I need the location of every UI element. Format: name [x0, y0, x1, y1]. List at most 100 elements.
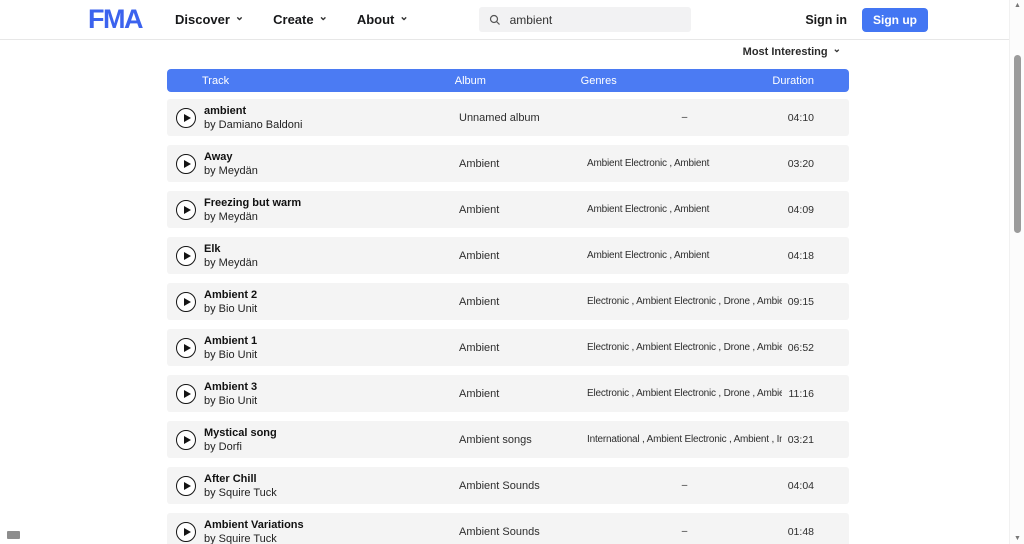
album-cell: Ambient: [459, 295, 500, 308]
track-meta: Freezing but warm by Meydän: [204, 197, 301, 223]
track-title[interactable]: Ambient 3: [204, 380, 258, 393]
track-meta: Ambient 2 by Bio Unit: [204, 289, 257, 315]
track-cell: After Chill by Squire Tuck: [167, 473, 459, 499]
table-row[interactable]: Elk by Meydän Ambient Ambient Electronic…: [167, 237, 849, 274]
genres-cell: International , Ambient Electronic , Amb…: [587, 434, 782, 445]
track-cell: Mystical song by Dorfi: [167, 427, 459, 453]
play-button[interactable]: [176, 245, 196, 266]
track-cell: Ambient 1 by Bio Unit: [167, 335, 459, 361]
track-cell: Freezing but warm by Meydän: [167, 197, 459, 223]
table-row[interactable]: Ambient 2 by Bio Unit Ambient Electronic…: [167, 283, 849, 320]
play-button[interactable]: [176, 429, 196, 450]
track-title[interactable]: Ambient 1: [204, 334, 258, 347]
table-row[interactable]: Ambient 1 by Bio Unit Ambient Electronic…: [167, 329, 849, 366]
search-input[interactable]: [509, 12, 670, 27]
track-title[interactable]: Elk: [204, 242, 221, 255]
sort-dropdown[interactable]: Most Interesting ⌄: [742, 44, 841, 59]
track-meta: Mystical song by Dorfi: [204, 427, 277, 453]
track-meta: Elk by Meydän: [204, 243, 258, 269]
track-artist[interactable]: by Squire Tuck: [204, 532, 277, 544]
chevron-down-icon: ⌄: [399, 11, 409, 23]
track-artist[interactable]: by Squire Tuck: [204, 486, 277, 499]
track-title[interactable]: Ambient 2: [204, 288, 258, 301]
duration-cell: 06:52: [787, 341, 814, 354]
track-artist[interactable]: by Bio Unit: [204, 348, 258, 361]
genres-cell: Electronic , Ambient Electronic , Drone …: [587, 296, 782, 307]
sign-in-link[interactable]: Sign in: [805, 12, 847, 27]
vertical-scrollbar[interactable]: ▲ ▼: [1009, 0, 1024, 544]
nav-about[interactable]: About ⌄: [357, 11, 409, 28]
genres-cell: Ambient Electronic , Ambient: [587, 158, 710, 169]
album-cell: Unnamed album: [459, 111, 540, 124]
table-body: ambient by Damiano Baldoni Unnamed album…: [167, 99, 849, 544]
play-button[interactable]: [176, 383, 196, 404]
track-title[interactable]: Away: [204, 150, 233, 163]
track-meta: After Chill by Squire Tuck: [204, 473, 277, 499]
track-cell: Ambient 2 by Bio Unit: [167, 289, 459, 315]
track-artist[interactable]: by Meydän: [204, 210, 258, 223]
track-title[interactable]: Freezing but warm: [204, 196, 302, 209]
play-icon: [183, 343, 191, 352]
duration-cell: 09:15: [787, 295, 814, 308]
track-artist[interactable]: by Meydän: [204, 164, 258, 177]
table-row[interactable]: Mystical song by Dorfi Ambient songs Int…: [167, 421, 849, 458]
play-button[interactable]: [176, 337, 196, 358]
genres-cell: –: [681, 112, 688, 123]
scrollbar-thumb[interactable]: [1014, 55, 1021, 233]
fma-logo[interactable]: FMA: [88, 4, 143, 34]
track-title[interactable]: Ambient Variations: [204, 518, 304, 531]
scroll-down-arrow-icon[interactable]: ▼: [1014, 535, 1021, 542]
track-title[interactable]: After Chill: [204, 472, 257, 485]
track-artist[interactable]: by Damiano Baldoni: [204, 118, 303, 131]
play-button[interactable]: [176, 199, 196, 220]
auth-controls: Sign in Sign up: [805, 7, 928, 32]
album-cell: Ambient: [459, 203, 500, 216]
play-icon: [183, 389, 191, 398]
track-artist[interactable]: by Dorfi: [204, 440, 242, 453]
duration-cell: 04:18: [787, 249, 814, 262]
table-row[interactable]: Ambient Variations by Squire Tuck Ambien…: [167, 513, 849, 544]
chevron-down-icon: ⌄: [234, 11, 245, 23]
genres-cell: Ambient Electronic , Ambient: [587, 204, 710, 215]
album-cell: Ambient: [459, 249, 500, 262]
play-icon: [183, 251, 191, 260]
table-row[interactable]: Ambient 3 by Bio Unit Ambient Electronic…: [167, 375, 849, 412]
play-button[interactable]: [176, 475, 196, 496]
track-artist[interactable]: by Meydän: [204, 256, 258, 269]
table-row[interactable]: Freezing but warm by Meydän Ambient Ambi…: [167, 191, 849, 228]
duration-cell: 04:10: [787, 111, 814, 124]
track-meta: Ambient 3 by Bio Unit: [204, 381, 257, 407]
table-row[interactable]: After Chill by Squire Tuck Ambient Sound…: [167, 467, 849, 504]
table-row[interactable]: ambient by Damiano Baldoni Unnamed album…: [167, 99, 849, 136]
tracks-table: Track Album Genres Duration ambient by D…: [167, 69, 849, 544]
column-header-album: Album: [454, 74, 486, 87]
play-button[interactable]: [176, 521, 196, 542]
track-artist[interactable]: by Bio Unit: [204, 394, 258, 407]
track-artist[interactable]: by Bio Unit: [204, 302, 258, 315]
genres-cell: Electronic , Ambient Electronic , Drone …: [587, 388, 782, 399]
status-indicator: [7, 531, 20, 539]
genres-cell: Ambient Electronic , Ambient: [587, 250, 710, 261]
sign-up-button[interactable]: Sign up: [862, 7, 928, 32]
album-cell: Ambient: [459, 341, 500, 354]
track-cell: Elk by Meydän: [167, 243, 459, 269]
search-bar[interactable]: [478, 7, 691, 32]
track-meta: Ambient Variations by Squire Tuck: [204, 519, 304, 544]
play-button[interactable]: [176, 153, 196, 174]
album-cell: Ambient: [459, 157, 500, 170]
chevron-down-icon: ⌄: [832, 44, 841, 55]
genres-cell: –: [681, 526, 688, 537]
track-title[interactable]: Mystical song: [204, 426, 277, 439]
play-button[interactable]: [176, 291, 196, 312]
table-row[interactable]: Away by Meydän Ambient Ambient Electroni…: [167, 145, 849, 182]
table-header-row: Track Album Genres Duration: [167, 69, 849, 92]
sort-dropdown-label: Most Interesting: [742, 46, 828, 58]
nav-create-label: Create: [273, 12, 314, 27]
album-cell: Ambient: [459, 387, 500, 400]
nav-create[interactable]: Create ⌄: [273, 12, 328, 28]
play-button[interactable]: [176, 107, 196, 128]
play-icon: [183, 435, 191, 444]
track-title[interactable]: ambient: [204, 104, 247, 117]
nav-discover[interactable]: Discover ⌄: [175, 11, 245, 28]
scroll-up-arrow-icon[interactable]: ▲: [1014, 2, 1021, 9]
